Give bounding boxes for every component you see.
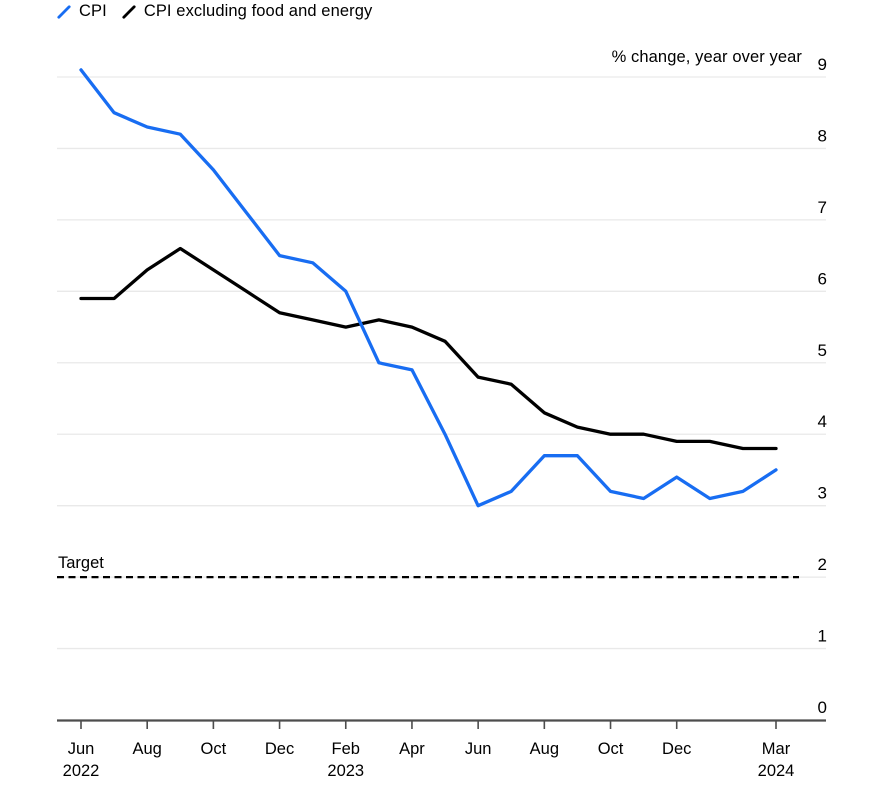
legend-item-cpi: CPI xyxy=(57,2,107,21)
y-tick-label-1: 1 xyxy=(818,627,827,646)
x-tick-label: Aug xyxy=(530,740,559,758)
x-tick-label: Mar xyxy=(762,740,791,758)
x-tick-label: Apr xyxy=(399,740,425,758)
core-cpi-line xyxy=(79,246,778,451)
x-tick-label: Oct xyxy=(598,740,624,758)
x-tick-label: Jun xyxy=(465,740,492,758)
y-tick-label-5: 5 xyxy=(818,341,827,360)
cpi-line xyxy=(79,68,778,508)
cpi-line-icon xyxy=(57,4,71,19)
y-tick-label-6: 6 xyxy=(818,269,827,288)
x-tick-label: Dec xyxy=(265,740,294,758)
x-tick-year-label: 2023 xyxy=(327,762,364,780)
x-tick-label: Dec xyxy=(662,740,691,758)
x-tick-year-label: 2024 xyxy=(758,762,795,780)
legend-item-core-cpi: CPI excluding food and energy xyxy=(122,2,373,21)
legend-label-core-cpi: CPI excluding food and energy xyxy=(143,2,373,20)
x-tick-label: Aug xyxy=(133,740,162,758)
target-line-label: Target xyxy=(58,554,104,572)
x-tick-year-label: 2022 xyxy=(63,762,100,780)
x-tick-label: Jun xyxy=(68,740,95,758)
y-tick-label-3: 3 xyxy=(818,484,827,503)
chart-legend: CPI CPI excluding food and energy xyxy=(57,2,372,21)
y-tick-label-9: 9 xyxy=(818,55,827,74)
x-tick-label: Feb xyxy=(332,740,360,758)
y-tick-label-7: 7 xyxy=(818,198,827,217)
y-tick-label-0: 0 xyxy=(818,698,827,717)
y-tick-label-8: 8 xyxy=(818,126,827,145)
y-tick-label-4: 4 xyxy=(818,412,827,431)
core-cpi-line-icon xyxy=(122,4,136,19)
y-tick-label-2: 2 xyxy=(818,555,827,574)
x-tick-label: Oct xyxy=(201,740,227,758)
axis-title: % change, year over year xyxy=(611,48,802,66)
legend-label-cpi: CPI xyxy=(79,2,107,20)
